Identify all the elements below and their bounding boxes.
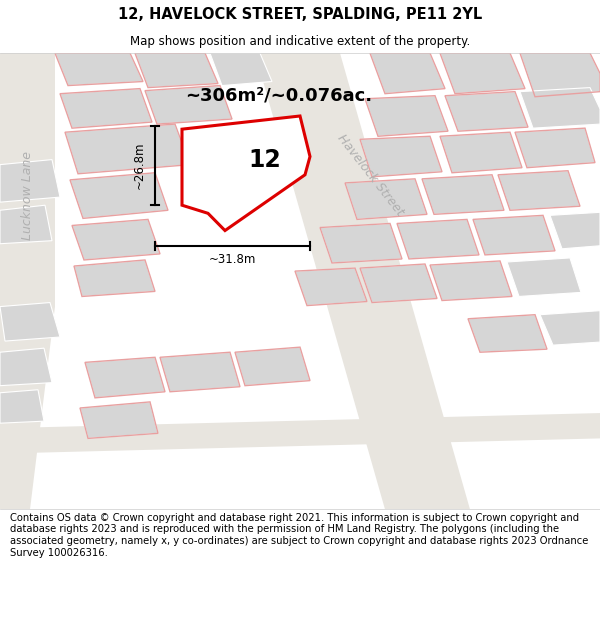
- Polygon shape: [515, 128, 595, 168]
- Polygon shape: [0, 159, 60, 202]
- Text: ~306m²/~0.076ac.: ~306m²/~0.076ac.: [185, 87, 372, 105]
- Polygon shape: [0, 390, 44, 423]
- Polygon shape: [210, 53, 272, 86]
- Polygon shape: [540, 311, 600, 345]
- Text: Lucknow Lane: Lucknow Lane: [22, 151, 35, 239]
- Polygon shape: [320, 224, 402, 263]
- Polygon shape: [360, 136, 442, 177]
- Polygon shape: [0, 302, 60, 341]
- Polygon shape: [473, 216, 555, 255]
- Polygon shape: [422, 175, 504, 214]
- Polygon shape: [135, 53, 218, 88]
- Polygon shape: [0, 205, 52, 244]
- Polygon shape: [70, 173, 168, 218]
- Polygon shape: [360, 264, 437, 302]
- Polygon shape: [430, 261, 512, 301]
- Polygon shape: [498, 171, 580, 210]
- Text: ~26.8m: ~26.8m: [133, 142, 146, 189]
- Text: Havelock Street: Havelock Street: [334, 131, 406, 218]
- Polygon shape: [182, 116, 310, 231]
- Text: 12: 12: [248, 148, 281, 172]
- Text: Contains OS data © Crown copyright and database right 2021. This information is : Contains OS data © Crown copyright and d…: [10, 513, 589, 558]
- Polygon shape: [440, 53, 525, 94]
- Polygon shape: [550, 213, 600, 249]
- Polygon shape: [520, 53, 600, 97]
- Polygon shape: [0, 413, 600, 454]
- Polygon shape: [468, 315, 547, 352]
- Polygon shape: [0, 53, 55, 509]
- Polygon shape: [55, 53, 143, 86]
- Polygon shape: [445, 92, 528, 131]
- Polygon shape: [295, 268, 367, 306]
- Polygon shape: [80, 402, 158, 438]
- Polygon shape: [85, 357, 165, 398]
- Polygon shape: [60, 89, 152, 128]
- Polygon shape: [370, 53, 445, 94]
- Polygon shape: [520, 88, 600, 128]
- Polygon shape: [345, 179, 427, 219]
- Polygon shape: [255, 53, 470, 509]
- Text: ~31.8m: ~31.8m: [209, 254, 256, 266]
- Text: Map shows position and indicative extent of the property.: Map shows position and indicative extent…: [130, 35, 470, 48]
- Polygon shape: [65, 124, 190, 174]
- Polygon shape: [365, 96, 448, 136]
- Polygon shape: [0, 348, 52, 386]
- Polygon shape: [507, 258, 581, 296]
- Polygon shape: [160, 352, 240, 392]
- Polygon shape: [145, 86, 232, 124]
- Polygon shape: [235, 347, 310, 386]
- Polygon shape: [74, 260, 155, 296]
- Polygon shape: [397, 219, 479, 259]
- Text: 12, HAVELOCK STREET, SPALDING, PE11 2YL: 12, HAVELOCK STREET, SPALDING, PE11 2YL: [118, 8, 482, 22]
- Polygon shape: [440, 132, 522, 173]
- Polygon shape: [72, 219, 160, 260]
